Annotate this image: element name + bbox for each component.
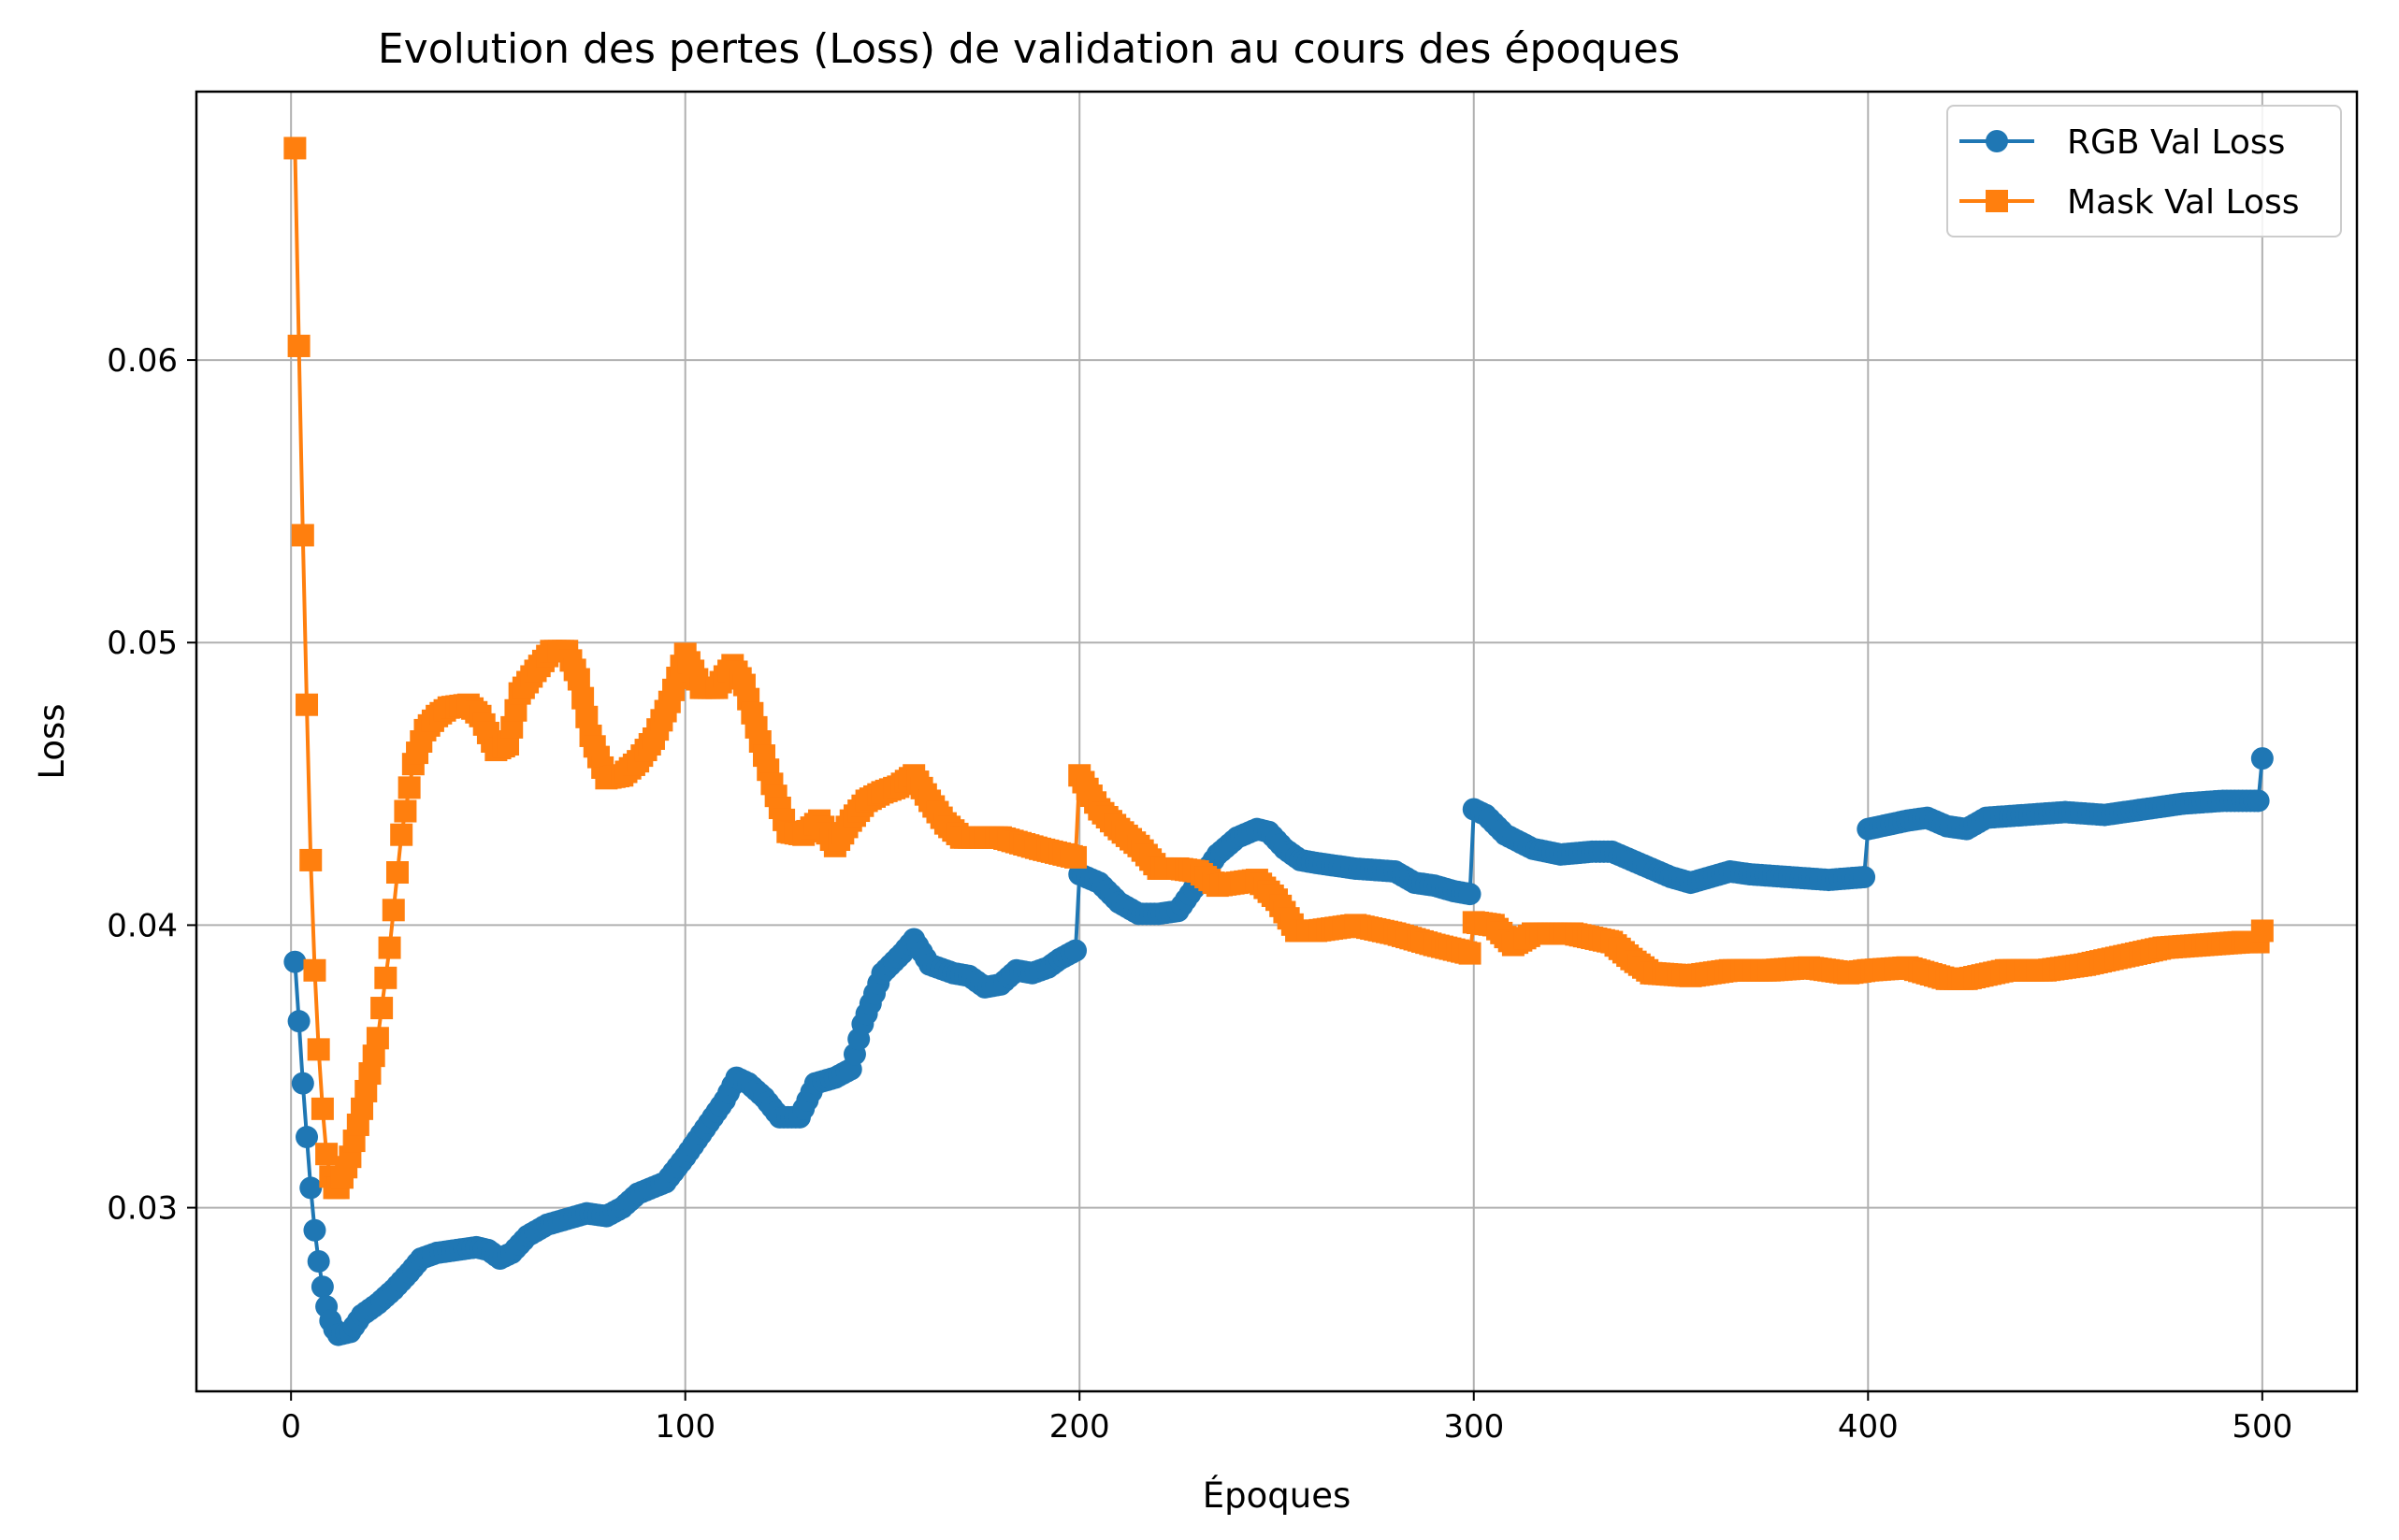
mask-val-loss-point	[315, 1143, 339, 1166]
legend-mask-marker	[1986, 190, 2008, 212]
y-tick-label: 0.06	[107, 342, 178, 380]
mask-val-loss-point	[397, 776, 421, 799]
x-tick-label: 500	[2232, 1408, 2292, 1446]
series-mask-val-loss	[283, 137, 2274, 1200]
x-axis-label: Époques	[1203, 1475, 1351, 1516]
x-tick-label: 300	[1443, 1408, 1504, 1446]
mask-val-loss-point	[299, 848, 323, 871]
mask-val-loss-point	[366, 1027, 389, 1050]
x-tick-label: 200	[1049, 1408, 1110, 1446]
mask-val-loss-point	[382, 899, 405, 922]
x-tick-label: 100	[655, 1408, 715, 1446]
rgb-val-loss-point	[303, 1218, 326, 1242]
y-axis-label: Loss	[32, 703, 72, 779]
rgb-val-loss-point	[283, 950, 307, 973]
rgb-val-loss-point	[2250, 747, 2274, 770]
rgb-val-loss-point	[311, 1275, 334, 1299]
x-tick-label: 0	[281, 1408, 301, 1446]
mask-val-loss-point	[2250, 919, 2274, 943]
mask-val-loss-point	[567, 668, 590, 691]
y-tick-label: 0.04	[107, 907, 178, 944]
legend-rgb-marker	[1986, 130, 2008, 152]
legend-box	[1946, 105, 2342, 237]
mask-val-loss-point	[390, 823, 413, 846]
mask-val-loss-point	[291, 524, 314, 547]
mask-val-loss-point	[575, 705, 599, 728]
mask-val-loss-point	[374, 966, 397, 989]
mask-val-loss-point	[1064, 845, 1088, 869]
x-tick-label: 400	[1838, 1408, 1899, 1446]
axis-ticks: 0 100 200 300 400 500 0.03 0.04 0.05 0.06	[107, 342, 2292, 1446]
plot-frame	[195, 90, 2359, 1393]
legend-rgb-label: RGB Val Loss	[2067, 123, 2285, 162]
mask-val-loss-point	[1458, 942, 1481, 965]
mask-val-loss-point	[311, 1097, 334, 1120]
mask-val-loss-point	[394, 799, 417, 823]
rgb-val-loss-point	[296, 1126, 319, 1149]
mask-val-loss-point	[378, 936, 401, 959]
legend-mask-label: Mask Val Loss	[2067, 183, 2299, 222]
chart-title: Evolution des pertes (Loss) de validatio…	[378, 25, 1680, 73]
plot-series	[283, 137, 2274, 1346]
mask-val-loss-point	[370, 997, 394, 1020]
y-tick-label: 0.05	[107, 625, 178, 662]
series-rgb-val-loss	[283, 747, 2274, 1346]
rgb-val-loss-point	[1064, 939, 1088, 962]
mask-val-loss-point	[283, 137, 307, 160]
mask-val-loss-point	[385, 861, 409, 885]
rgb-val-loss-point	[1853, 866, 1876, 889]
mask-val-loss-point	[296, 693, 319, 716]
rgb-val-loss-point	[299, 1176, 323, 1200]
mask-val-loss-point	[303, 958, 326, 982]
rgb-val-loss-point	[1458, 883, 1481, 906]
rgb-val-loss-point	[287, 1010, 311, 1033]
rgb-val-loss-point	[291, 1072, 314, 1095]
mask-val-loss-point	[571, 686, 595, 710]
y-tick-label: 0.03	[107, 1190, 178, 1228]
legend: RGB Val Loss Mask Val Loss	[1946, 105, 2342, 237]
mask-val-loss-point	[307, 1038, 330, 1061]
rgb-val-loss-point	[307, 1250, 330, 1273]
rgb-val-loss-point	[2247, 789, 2270, 813]
mask-val-loss-point	[287, 334, 311, 357]
